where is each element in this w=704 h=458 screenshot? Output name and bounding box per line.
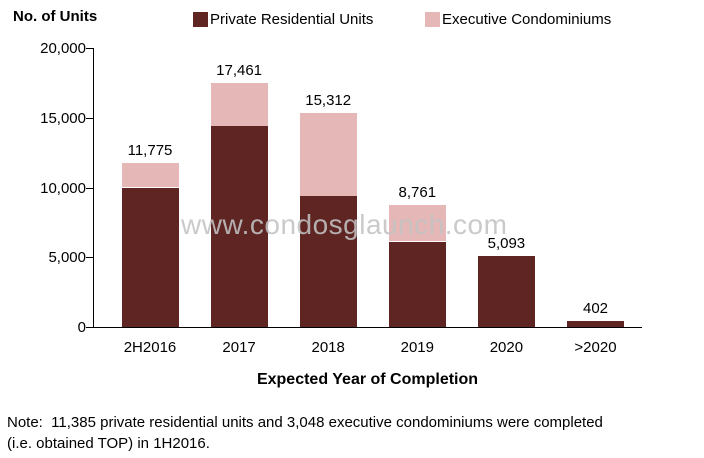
x-axis-category-label: 2H2016 bbox=[123, 339, 177, 356]
y-axis-tick-label: 15,000 bbox=[40, 110, 86, 127]
y-axis-tick-label: 0 bbox=[77, 319, 86, 336]
bar-ec-segment bbox=[299, 113, 357, 196]
bar-private-segment bbox=[567, 321, 624, 327]
legend-label-private: Private Residential Units bbox=[210, 11, 374, 28]
legend-swatch-ec-icon bbox=[425, 12, 440, 27]
legend-item-private: Private Residential Units bbox=[193, 11, 373, 28]
x-axis-category-label: 2019 bbox=[400, 339, 434, 356]
y-axis-tick-label: 10,000 bbox=[40, 180, 86, 197]
y-axis-tick bbox=[86, 118, 93, 119]
note-line-2: (i.e. obtained TOP) in 1H2016. bbox=[7, 435, 210, 452]
bar-ec-segment bbox=[121, 162, 179, 188]
y-axis-tick-label: 5,000 bbox=[48, 249, 86, 266]
bar-private-segment bbox=[299, 195, 357, 327]
legend-swatch-private-icon bbox=[193, 12, 208, 27]
y-axis-tick bbox=[86, 48, 93, 49]
bar-private-segment bbox=[388, 241, 446, 327]
legend: Private Residential Units Executive Cond… bbox=[0, 0, 704, 32]
y-axis-tick bbox=[86, 327, 93, 328]
note-line-1: Note: 11,385 private residential units a… bbox=[7, 414, 603, 431]
y-axis-line bbox=[93, 48, 94, 328]
bar-ec-segment bbox=[388, 204, 446, 242]
note: Note: 11,385 private residential units a… bbox=[7, 412, 603, 454]
bar-total-label: 8,761 bbox=[398, 183, 437, 201]
bar-total-label: 402 bbox=[582, 300, 609, 318]
bar-total-label: 17,461 bbox=[216, 62, 263, 80]
legend-label-ec: Executive Condominiums bbox=[442, 11, 612, 28]
x-axis-category-label: 2020 bbox=[489, 339, 524, 356]
bar-total-label: 15,312 bbox=[305, 92, 352, 110]
x-axis-category-label: >2020 bbox=[574, 339, 617, 356]
legend-item-ec: Executive Condominiums bbox=[425, 11, 611, 28]
bar-ec-segment bbox=[210, 83, 268, 126]
bar-private-segment bbox=[477, 256, 535, 327]
bar-total-label: 5,093 bbox=[487, 235, 526, 252]
plot-area: 0 5,000 10,000 15,000 20,000 11,775 2H2016 17,4… bbox=[40, 40, 642, 356]
y-axis-tick bbox=[86, 188, 93, 189]
x-axis-category-label: 2017 bbox=[222, 339, 256, 356]
bar-private-segment bbox=[210, 125, 268, 327]
x-axis-line bbox=[93, 327, 642, 328]
y-axis-tick-label: 20,000 bbox=[40, 40, 86, 57]
chart-title: No. of Units bbox=[13, 8, 98, 25]
x-axis-category-label: 2018 bbox=[311, 339, 345, 356]
y-axis-tick bbox=[86, 257, 93, 258]
bar-private-segment bbox=[121, 187, 179, 327]
bar-total-label: 11,775 bbox=[127, 141, 173, 159]
x-axis-title: Expected Year of Completion bbox=[256, 371, 479, 388]
